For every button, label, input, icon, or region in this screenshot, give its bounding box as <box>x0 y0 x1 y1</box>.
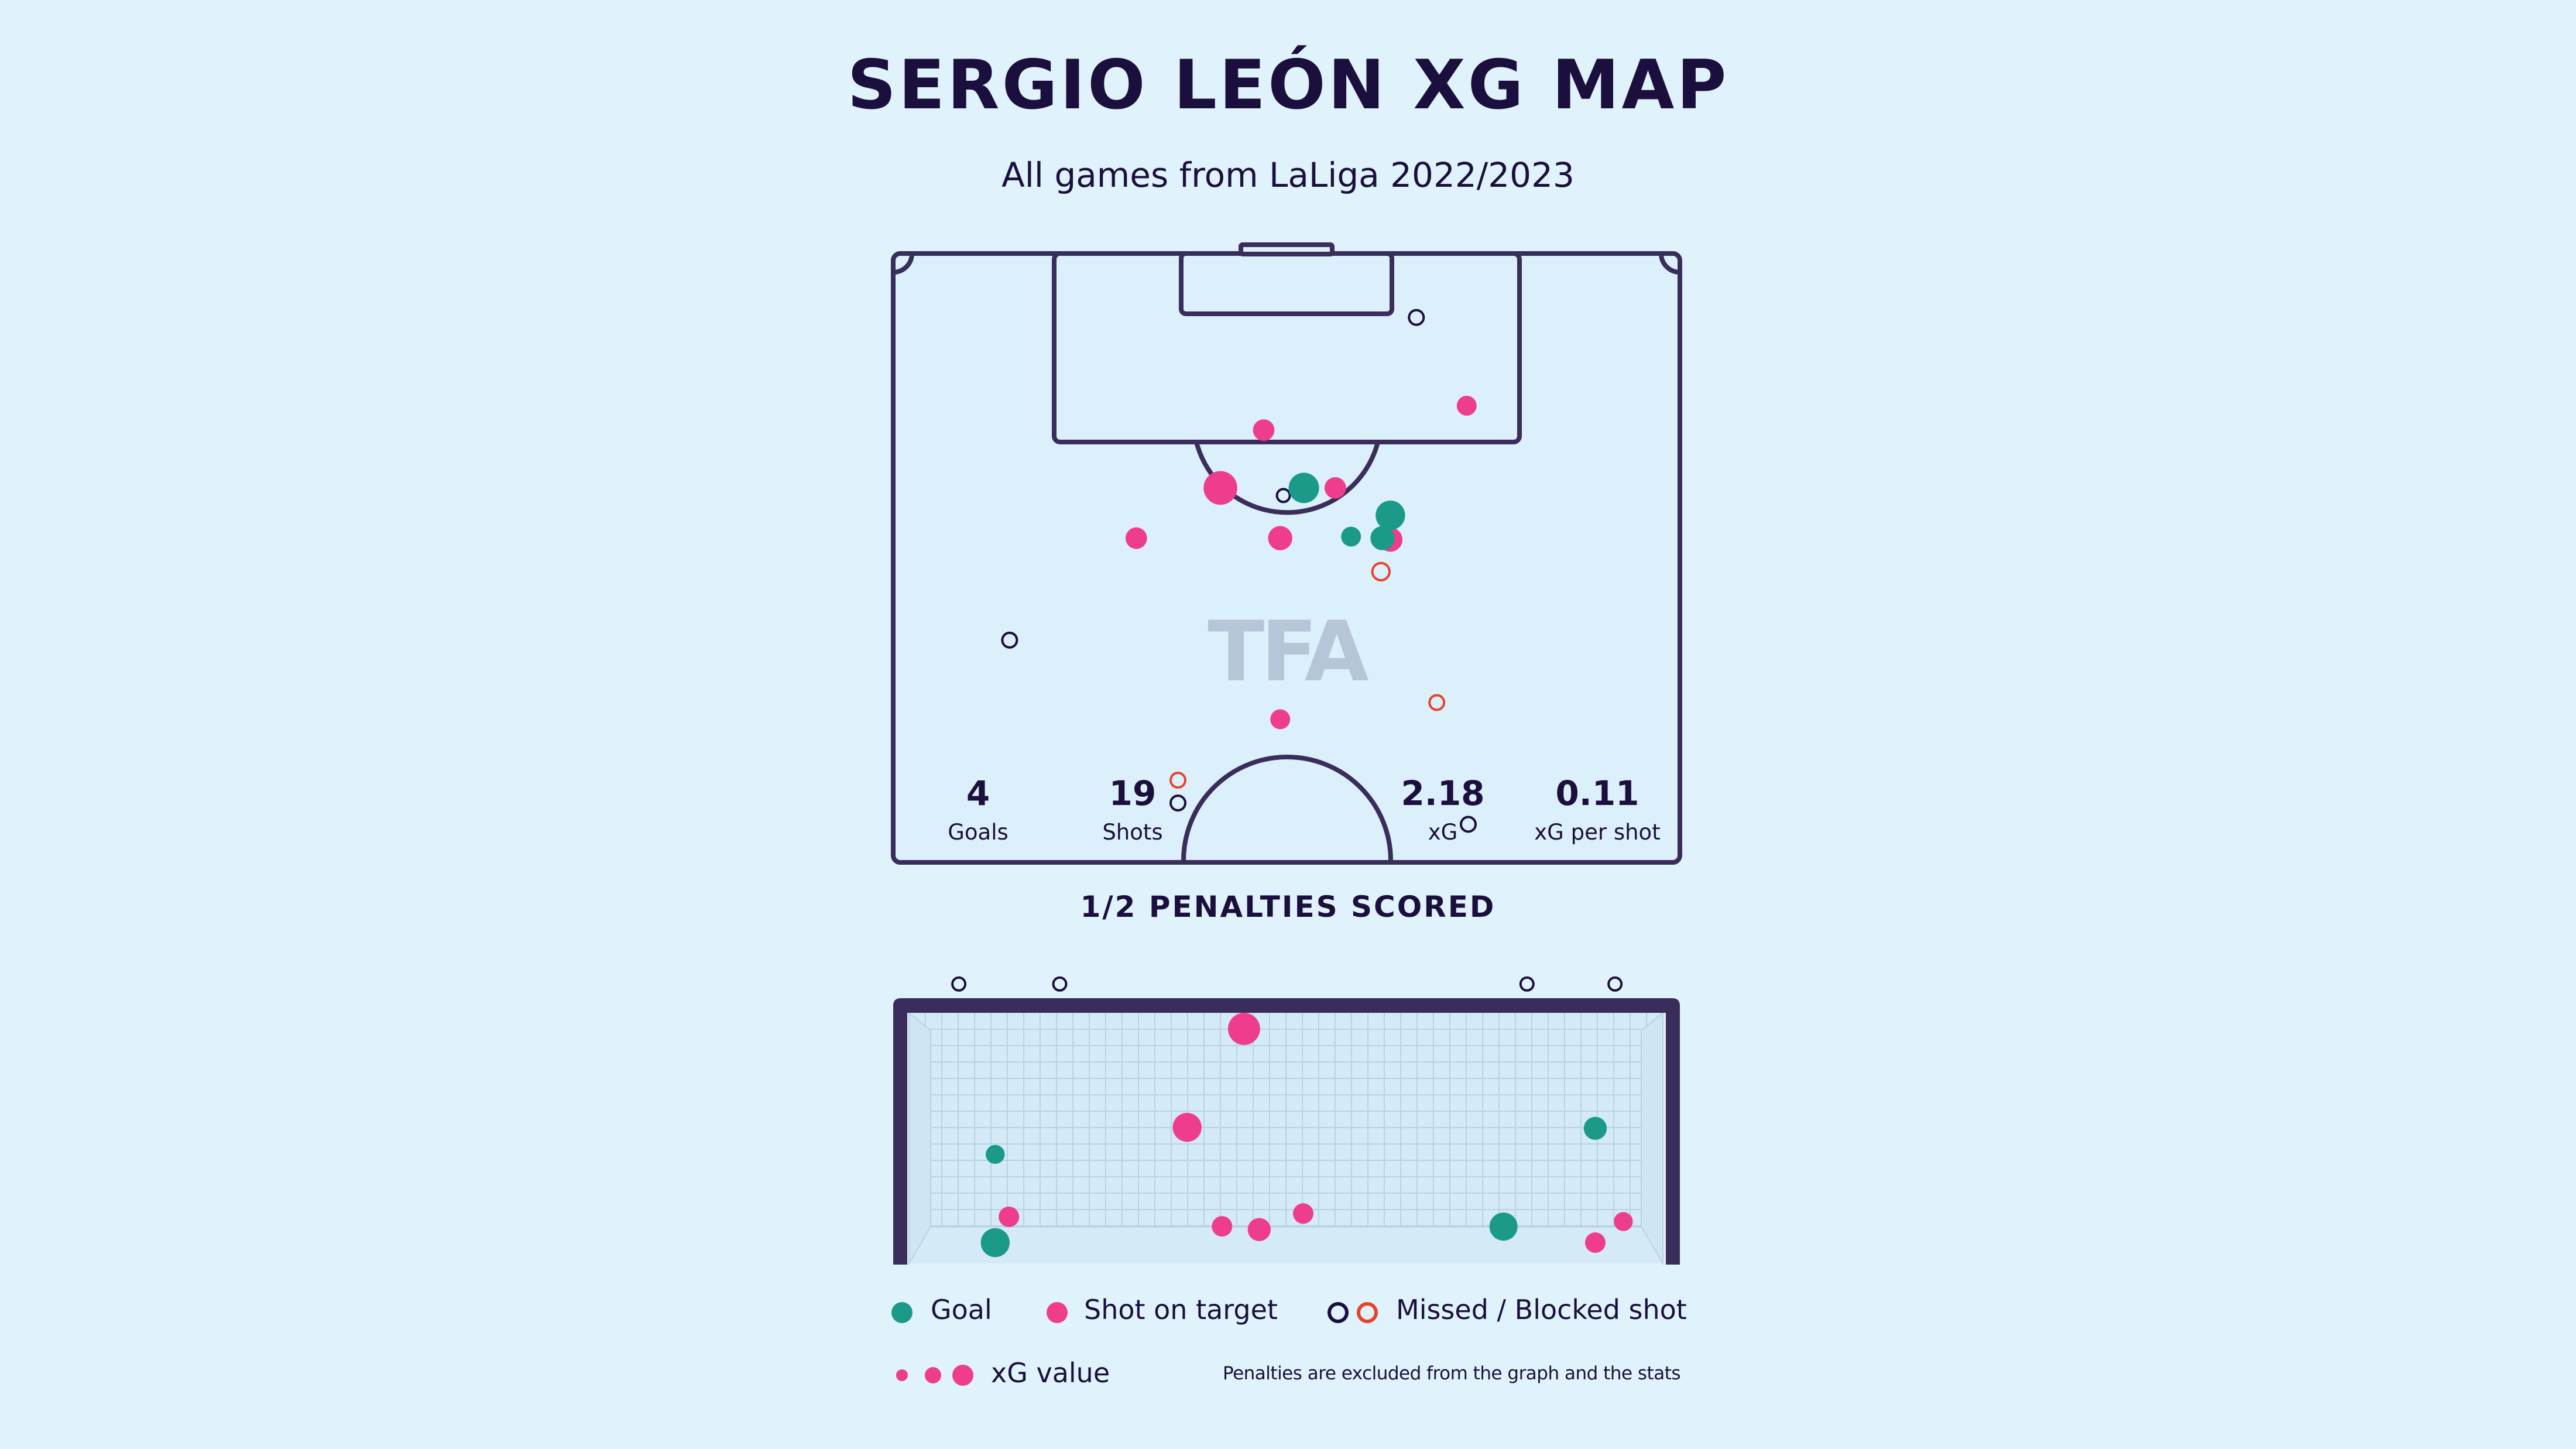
legend: Goal Shot on target Missed / Blocked sho… <box>891 1294 1687 1389</box>
legend-blocked-marker <box>1357 1302 1378 1323</box>
pitch: TFA 4 Goals 19 Shots 2.18 xG 0.11 xG per shot <box>891 242 1682 865</box>
goal-shot-point-goal <box>1583 1116 1607 1140</box>
legend-xg-large <box>952 1365 973 1386</box>
corner-arc-right <box>1659 253 1680 275</box>
goal-shot-point-shot-on-target <box>1614 1212 1633 1231</box>
goal-shot-point-shot-on-target <box>1293 1203 1313 1224</box>
goal-shot-point-shot-on-target <box>1228 1013 1260 1045</box>
watermark-logo: TFA <box>1208 604 1369 700</box>
goal-shot-point-shot-on-target <box>1212 1216 1233 1237</box>
net-side-right <box>1641 1011 1663 1266</box>
legend-goal-marker <box>891 1302 913 1323</box>
goal-shot-point-shot-on-target <box>999 1206 1020 1227</box>
stats-panel: 4 Goals 19 Shots 2.18 xG 0.11 xG per shot <box>948 773 1660 845</box>
stat-value: 0.11 <box>1555 773 1639 813</box>
shot-point-shot-on-target <box>1253 419 1275 441</box>
goal-shot-point-shot-on-target <box>1585 1232 1606 1253</box>
shot-point-blocked <box>1371 561 1391 582</box>
goal-net <box>908 1011 1663 1266</box>
shot-point-shot-on-target <box>1324 477 1346 499</box>
goal-shot-point-goal <box>1489 1212 1518 1241</box>
shot-point-shot-on-target <box>1270 709 1291 729</box>
legend-on-target-label: Shot on target <box>1084 1294 1278 1325</box>
shot-point-goal <box>1288 472 1319 503</box>
goal-shot-point-shot-on-target <box>1172 1112 1202 1142</box>
footnote: Penalties are excluded from the graph an… <box>1223 1363 1681 1384</box>
pitch-shots <box>1001 309 1477 833</box>
goal-mouth <box>1239 242 1335 256</box>
goal-shot-point-missed <box>1607 976 1623 992</box>
goal-shot-point-goal <box>980 1228 1010 1258</box>
pitch-outline <box>891 251 1682 865</box>
shot-point-shot-on-target <box>1203 471 1237 505</box>
shot-point-shot-on-target <box>1125 527 1147 549</box>
stat-label: Goals <box>948 820 1009 845</box>
penalties-label: 1/2 PENALTIES SCORED <box>1080 890 1496 924</box>
goal-shot-point-shot-on-target <box>1247 1218 1271 1241</box>
shot-point-goal <box>1376 501 1405 530</box>
goal-shot-point-missed <box>951 976 967 992</box>
shot-point-goal <box>1370 526 1395 550</box>
legend-xg-label: xG value <box>991 1357 1110 1389</box>
net-side-left <box>908 1011 931 1266</box>
shot-point-missed <box>1275 488 1291 503</box>
stat-value: 2.18 <box>1401 773 1484 813</box>
legend-missed-marker <box>1328 1302 1349 1323</box>
stat-label: xG <box>1428 820 1458 845</box>
shot-point-missed <box>1001 631 1018 649</box>
shot-point-missed <box>1460 816 1477 833</box>
shot-point-shot-on-target <box>1456 396 1477 416</box>
stat-value: 4 <box>966 773 990 813</box>
shot-point-blocked <box>1428 694 1446 711</box>
goal-shot-point-missed <box>1519 976 1535 992</box>
legend-xg-medium <box>925 1367 941 1383</box>
goal-shot-point-goal <box>986 1145 1005 1164</box>
stat-label: xG per shot <box>1534 820 1660 845</box>
corner-arc-left <box>893 253 914 275</box>
centre-circle <box>1181 755 1393 862</box>
goal-shots <box>951 976 1633 1258</box>
chart-subtitle: All games from LaLiga 2022/2023 <box>1001 155 1575 195</box>
shot-point-blocked <box>1169 772 1186 789</box>
legend-goal-label: Goal <box>931 1294 992 1325</box>
chart-title: SERGIO LEÓN XG MAP <box>847 46 1729 125</box>
shot-point-missed <box>1408 309 1425 326</box>
shot-point-missed <box>1169 794 1186 812</box>
shot-point-goal <box>1341 526 1361 547</box>
legend-on-target-marker <box>1047 1302 1068 1323</box>
legend-missed-label: Missed / Blocked shot <box>1396 1294 1687 1325</box>
shot-point-shot-on-target <box>1268 526 1292 550</box>
goal-shot-point-missed <box>1052 976 1068 992</box>
stat-label: Shots <box>1102 820 1162 845</box>
stat-value: 19 <box>1109 773 1157 813</box>
legend-xg-small <box>896 1369 908 1381</box>
goal-view <box>893 976 1680 1266</box>
